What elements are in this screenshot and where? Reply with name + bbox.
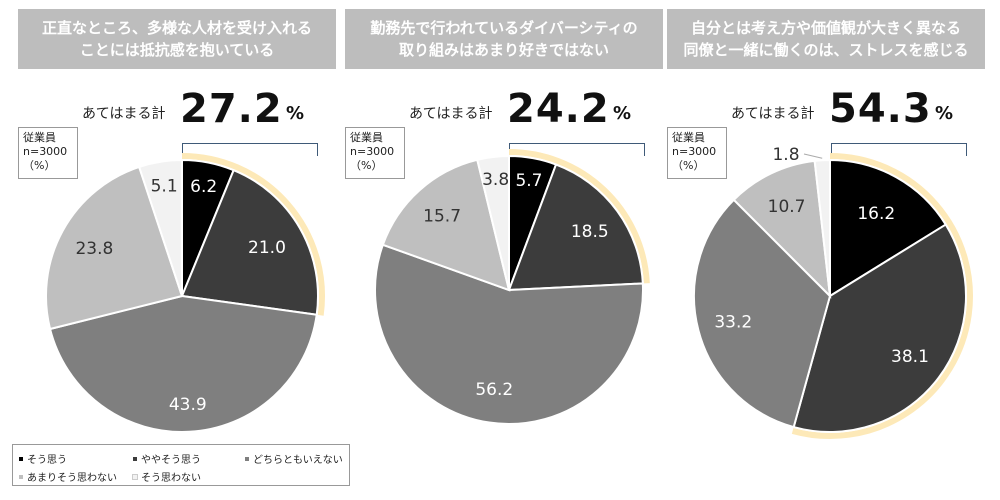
chart-title-3-line1: 自分とは考え方や価値観が大きく異なる (690, 19, 961, 37)
agree-total-label-1: あてはまる計 (82, 106, 166, 122)
label-leader-line (803, 153, 823, 159)
legend-label: そう思う (27, 455, 67, 466)
chart-title-1-line1: 正直なところ、多様な人材を受け入れる (41, 19, 312, 37)
legend-swatch-icon (133, 456, 137, 461)
chart-title-3: 自分とは考え方や価値観が大きく異なる 同僚と一緒に働くのは、ストレスを感じる (667, 9, 985, 69)
slice-value-label: 21.0 (248, 238, 286, 258)
slice-disagree (137, 158, 183, 297)
sample-label-2b: n=3000 (350, 145, 395, 158)
sample-info-box-3: 従業員 n=3000 （%） (667, 127, 727, 179)
sample-label-3c: （%） (672, 159, 705, 172)
chart-panel-3: 自分とは考え方や価値観が大きく異なる 同僚と一緒に働くのは、ストレスを感じる あ… (667, 0, 985, 500)
legend-item-somewhat-agree: ややそう思う (133, 451, 201, 466)
slice-value-label: 18.5 (571, 222, 609, 242)
slice-value-label: 5.7 (515, 171, 542, 191)
legend-label: そう思わない (141, 473, 201, 484)
legend-label: あまりそう思わない (27, 473, 117, 484)
legend-item-disagree: そう思わない (132, 469, 201, 484)
sample-info-box-1: 従業員 n=3000 （%） (18, 127, 78, 179)
sample-label-3a: 従業員 (672, 131, 705, 144)
chart-title-1-line2: ことには抵抗感を抱いている (79, 41, 275, 59)
agree-bracket-1 (182, 143, 318, 156)
slice-value-label: 5.1 (151, 176, 178, 196)
chart-title-2: 勤務先で行われているダイバーシティの 取り組みはあまり好きではない (345, 9, 663, 69)
slice-disagree (476, 154, 510, 291)
sample-info-box-2: 従業員 n=3000 （%） (345, 127, 405, 179)
agree-total-unit-1: % (286, 103, 305, 124)
legend-swatch-icon (19, 474, 23, 479)
slice-somewhat-disagree (45, 165, 184, 331)
agree-total-unit-3: % (935, 103, 954, 124)
slice-neutral (48, 294, 318, 433)
sample-label-1b: n=3000 (23, 145, 68, 158)
slice-value-label: 56.2 (475, 380, 513, 400)
slice-disagree (813, 158, 831, 297)
legend-item-strongly-agree: そう思う (19, 451, 67, 466)
agree-total-value-1: 27.2 (180, 86, 283, 132)
agree-highlight-arc (508, 149, 650, 284)
legend-label: ややそう思う (141, 455, 201, 466)
chart-title-2-line1: 勤務先で行われているダイバーシティの (370, 19, 638, 37)
chart-panel-1: 正直なところ、多様な人材を受け入れる ことには抵抗感を抱いている あてはまる計 … (18, 0, 336, 500)
sample-label-2c: （%） (350, 159, 383, 172)
sample-label-3b: n=3000 (672, 145, 717, 158)
chart-title-2-line2: 取り組みはあまり好きではない (398, 41, 609, 59)
slice-neutral (693, 198, 832, 429)
legend-swatch-icon (19, 456, 23, 461)
slice-value-label: 43.9 (169, 395, 207, 415)
agree-highlight-arc (181, 153, 325, 316)
slice-value-label: 3.8 (482, 170, 509, 190)
pie-chart-2: 5.7 18.5 56.2 15.7 3.8 (374, 149, 650, 425)
agree-total-value-3: 54.3 (829, 86, 932, 132)
legend-swatch-icon (245, 456, 249, 461)
chart-title-1: 正直なところ、多様な人材を受け入れる ことには抵抗感を抱いている (18, 9, 336, 69)
slice-strongly-agree (829, 158, 948, 298)
agree-total-label-3: あてはまる計 (731, 106, 815, 122)
sample-label-2a: 従業員 (350, 131, 383, 144)
slice-value-label: 33.2 (714, 312, 752, 332)
slice-somewhat-disagree (732, 159, 832, 299)
legend-item-neutral: どちらともいえない (245, 451, 343, 466)
legend-swatch-icon (132, 473, 138, 480)
slice-value-label: 38.1 (891, 347, 929, 367)
slice-value-label: 6.2 (190, 177, 217, 197)
legend-item-somewhat-disagree: あまりそう思わない (19, 469, 117, 484)
pie-chart-3: 16.2 38.1 33.2 10.7 1.8 (693, 145, 973, 439)
pie-chart-1: 6.2 21.0 43.9 23.8 5.1 (45, 153, 325, 433)
sample-label-1a: 従業員 (23, 131, 56, 144)
chart-panel-2: 勤務先で行われているダイバーシティの 取り組みはあまり好きではない あてはまる計… (345, 0, 663, 500)
chart-title-3-line2: 同僚と一緒に働くのは、ストレスを感じる (683, 41, 969, 59)
slice-somewhat-agree (180, 168, 319, 316)
agree-total-unit-2: % (613, 103, 632, 124)
slice-somewhat-agree (792, 223, 967, 433)
slice-value-label: 10.7 (768, 197, 806, 217)
legend-label: どちらともいえない (253, 455, 343, 466)
slice-neutral (374, 243, 644, 425)
sample-label-1c: （%） (23, 159, 56, 172)
legend: そう思う ややそう思う どちらともいえない あまりそう思わない そう思わない (12, 444, 350, 486)
agree-total-label-2: あてはまる計 (409, 106, 493, 122)
slice-value-label: 16.2 (857, 204, 895, 224)
agree-highlight-arc (791, 153, 973, 439)
slice-somewhat-disagree (381, 158, 511, 292)
slice-value-label: 1.8 (772, 145, 799, 165)
slice-value-label: 15.7 (423, 207, 461, 227)
slice-value-label: 23.8 (75, 239, 113, 259)
agree-total-value-2: 24.2 (507, 86, 610, 132)
slice-somewhat-agree (507, 163, 644, 292)
agree-bracket-3 (831, 143, 967, 156)
